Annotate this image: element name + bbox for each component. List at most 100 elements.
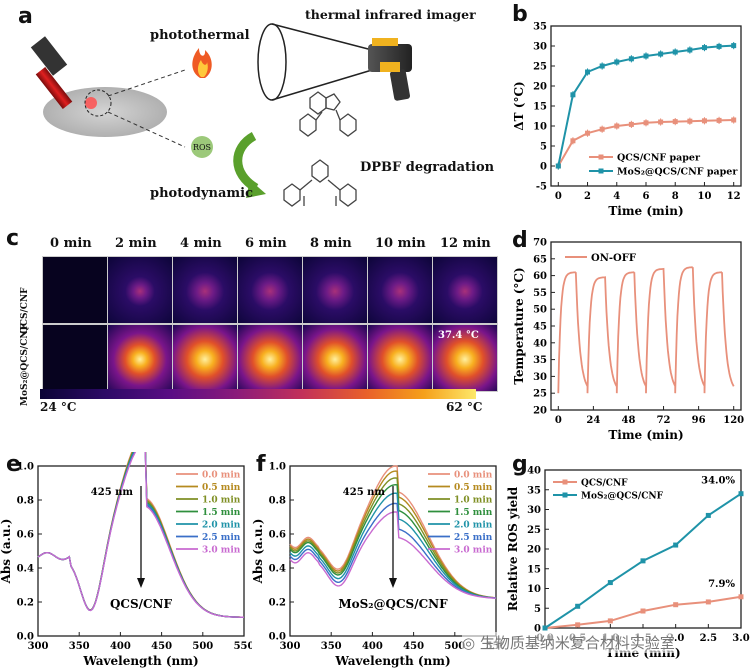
data-point [640, 608, 646, 614]
y-tick-label: 20 [533, 406, 547, 417]
thermal-image [172, 256, 238, 324]
legend-label: MoS₂@QCS/CNF paper [617, 167, 738, 178]
thermal-image [107, 256, 173, 324]
schematic-drawing: ROS [30, 23, 412, 207]
y-tick-label: 0.6 [269, 530, 286, 541]
sample-caption: QCS/CNF [110, 597, 173, 611]
time-label: 0 min [50, 236, 92, 251]
y-tick-label: 15 [533, 102, 547, 113]
legend-label: 1.5 min [202, 508, 241, 518]
trend-arrowhead [137, 578, 145, 588]
y-tick-label: 0.2 [17, 598, 34, 609]
thermal-image [42, 324, 108, 392]
x-axis-title: Wavelength (nm) [82, 654, 198, 668]
thermal-image [367, 324, 433, 392]
y-tick-label: 0.6 [17, 530, 34, 541]
y-tick-label: 35 [527, 485, 541, 496]
x-tick-label: 350 [321, 641, 342, 652]
y-tick-label: 5 [534, 604, 541, 615]
x-tick-label: 550 [234, 641, 252, 652]
x-tick-label: 24 [586, 415, 600, 426]
x-tick-label: 350 [69, 641, 90, 652]
data-point [585, 130, 591, 136]
x-tick-label: 48 [622, 415, 636, 426]
y-tick-label: 10 [527, 584, 541, 595]
data-point [640, 558, 646, 564]
trend-arrowhead [389, 578, 397, 588]
data-point [738, 594, 744, 600]
data-point [731, 43, 737, 49]
data-point [716, 117, 722, 123]
time-label: 10 min [375, 236, 426, 251]
data-point [731, 117, 737, 123]
panel-c-thermal-images: 0 min 2 min 4 min 6 min 8 min 10 min 12 min 37… [0, 226, 500, 426]
row-label-mos2: MoS₂@QCS/CNF [20, 324, 30, 406]
y-tick-label: 0 [540, 162, 547, 173]
data-point [701, 45, 707, 51]
data-point [705, 599, 711, 605]
x-tick-label: 72 [657, 415, 671, 426]
x-tick-label: 6 [643, 191, 650, 202]
data-point [701, 118, 707, 124]
time-label: 4 min [180, 236, 222, 251]
data-point [607, 618, 613, 624]
imager-cone [257, 23, 373, 101]
y-tick-label: 0.4 [269, 564, 286, 575]
x-axis-title: Time (min) [608, 204, 683, 218]
photothermal-label: photothermal [150, 28, 250, 43]
focus-circle [84, 89, 112, 117]
dpbf-molecule [299, 91, 357, 137]
y-tick-label: 5 [540, 142, 547, 153]
data-point [599, 63, 605, 69]
data-point [705, 512, 711, 518]
data-point [614, 59, 620, 65]
legend-label: 0.0 min [202, 471, 241, 481]
temperature-colorbar [40, 389, 476, 399]
panel-label-e: e [6, 452, 21, 477]
spectrum-line [37, 452, 244, 618]
y-tick-label: 0.2 [269, 598, 286, 609]
y-tick-label: 30 [533, 42, 547, 53]
data-point [570, 138, 576, 144]
x-tick-label: 300 [28, 641, 49, 652]
data-point [575, 603, 581, 609]
y-tick-label: 10 [533, 122, 547, 133]
spectrum-line [289, 483, 497, 599]
x-tick-label: 3.0 [732, 633, 749, 644]
legend-label: QCS/CNF [581, 479, 628, 489]
legend-label: 2.5 min [202, 533, 241, 543]
time-label: 12 min [440, 236, 491, 251]
degraded-molecule [283, 159, 357, 207]
legend-label: 1.0 min [454, 496, 493, 506]
data-point [673, 602, 679, 608]
y-tick-label: 45 [533, 322, 547, 333]
panel-label-g: g [512, 452, 528, 477]
panel-label-f: f [256, 452, 266, 477]
y-tick-label: 70 [533, 238, 547, 249]
data-point [673, 542, 679, 548]
legend-label: ON-OFF [591, 253, 636, 264]
y-tick-label: 35 [533, 355, 547, 366]
end-value-label: 34.0% [701, 476, 735, 487]
fire-icon [192, 48, 212, 78]
x-tick-label: 2.5 [700, 633, 717, 644]
data-point [687, 118, 693, 124]
thermal-image [172, 324, 238, 392]
dpbf-label: DPBF degradation [360, 160, 495, 175]
panel-label-b: b [512, 2, 528, 27]
y-tick-label: -5 [536, 182, 547, 193]
x-tick-label: 8 [672, 191, 679, 202]
peak-annotation: 425 nm [343, 487, 386, 498]
y-tick-label: 0.8 [269, 496, 286, 507]
ros-label: ROS [193, 143, 211, 152]
thermal-image [237, 324, 303, 392]
x-tick-label: 2.0 [667, 633, 684, 644]
x-tick-label: 400 [362, 641, 383, 652]
data-point [628, 56, 634, 62]
x-tick-label: 300 [280, 641, 301, 652]
y-tick-label: 0.8 [17, 496, 34, 507]
y-axis-title: Abs (a.u.) [0, 519, 13, 585]
x-tick-label: 500 [444, 641, 465, 652]
x-tick-label: 96 [692, 415, 706, 426]
chart-e-qcs-abs: 300 350 400 450 500 550 0.0 0.2 0.4 0.6 0.8 1.0 Wave… [0, 452, 252, 668]
